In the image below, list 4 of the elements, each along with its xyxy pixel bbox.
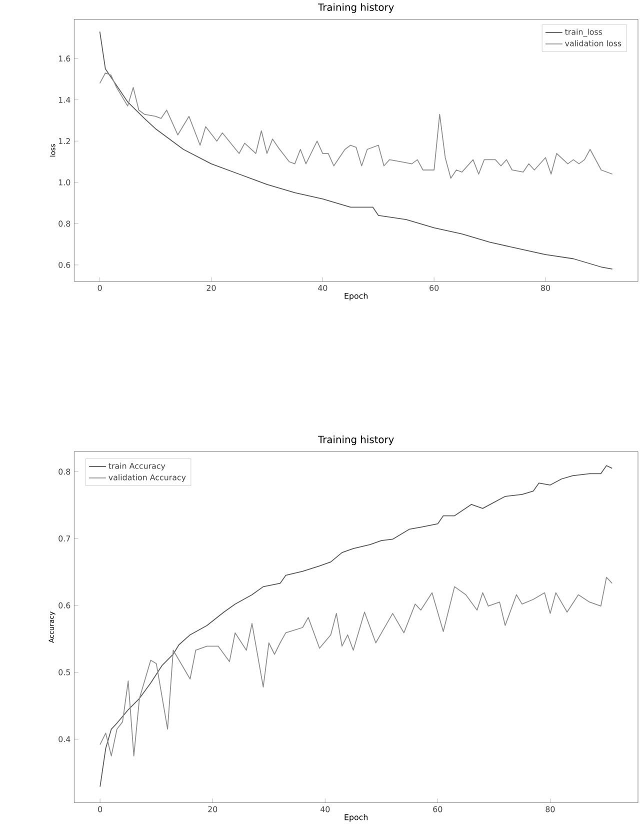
line-series bbox=[99, 72, 613, 179]
chart-title: Training history bbox=[318, 436, 394, 446]
chart-title: Training history bbox=[318, 3, 394, 13]
line-series bbox=[100, 576, 613, 756]
